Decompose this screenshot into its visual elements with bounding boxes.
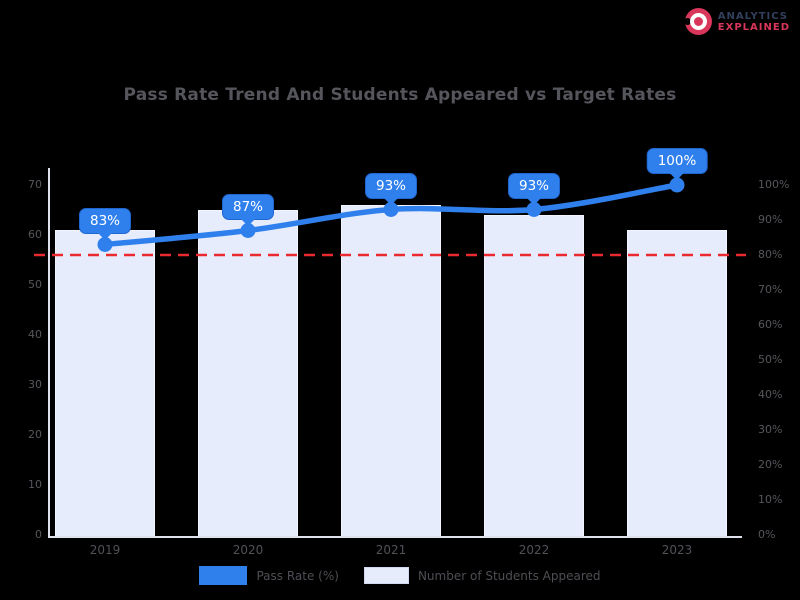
x-axis-label: 2023: [661, 543, 693, 557]
bar-2020[interactable]: [198, 210, 298, 536]
legend: Pass Rate (%) Number of Students Appeare…: [0, 566, 800, 585]
left-axis-tick: 50: [28, 278, 42, 291]
right-axis-tick: 50%: [758, 353, 783, 366]
brand-watermark: ANALYTICS EXPLAINED: [683, 8, 790, 35]
left-axis-tick: 40: [28, 328, 42, 341]
legend-swatch-line[interactable]: [199, 566, 248, 585]
point-label-badge: 87%: [221, 193, 275, 220]
left-axis-tick: 10: [28, 478, 42, 491]
right-axis-tick: 80%: [758, 248, 783, 261]
right-axis-tick: 60%: [758, 318, 783, 331]
brand-text-line1: ANALYTICS: [717, 10, 788, 22]
left-axis-spine: [48, 168, 50, 537]
x-axis-label: 2022: [518, 543, 550, 557]
bar-2019[interactable]: [55, 230, 155, 536]
right-axis-tick: 10%: [758, 493, 783, 506]
left-axis-tick: 60: [28, 228, 42, 241]
legend-swatch-bar[interactable]: [363, 567, 409, 584]
legend-label-line[interactable]: Pass Rate (%): [256, 568, 339, 583]
right-axis-tick: 20%: [758, 458, 783, 471]
right-axis-tick: 70%: [758, 283, 783, 296]
brand-text-line2: EXPLAINED: [717, 21, 790, 33]
point-label-badge: 93%: [364, 172, 418, 199]
x-axis-label: 2020: [232, 543, 264, 557]
bar-2021[interactable]: [341, 205, 441, 536]
point-label-badge: 83%: [78, 207, 132, 234]
left-axis-tick: 0: [35, 528, 42, 541]
bar-2022[interactable]: [484, 215, 584, 536]
left-axis-tick: 30: [28, 378, 42, 391]
legend-label-bar[interactable]: Number of Students Appeared: [417, 568, 601, 583]
right-axis-tick: 90%: [758, 213, 783, 226]
bar-2023[interactable]: [627, 230, 727, 536]
point-label-badge: 100%: [646, 148, 708, 174]
x-axis-label: 2019: [89, 543, 121, 557]
point-label-badge: 93%: [507, 172, 561, 199]
chart-title: Pass Rate Trend And Students Appeared vs…: [123, 85, 677, 105]
right-axis-tick: 100%: [758, 178, 790, 191]
x-axis-spine: [48, 536, 742, 538]
right-axis-tick: 40%: [758, 388, 783, 401]
red-globe-logo-icon: [683, 8, 712, 35]
right-axis-tick: 30%: [758, 423, 783, 436]
x-axis-label: 2021: [375, 543, 407, 557]
left-axis-tick: 70: [28, 178, 42, 191]
right-axis-tick: 0%: [758, 528, 776, 541]
left-axis-tick: 20: [28, 428, 42, 441]
